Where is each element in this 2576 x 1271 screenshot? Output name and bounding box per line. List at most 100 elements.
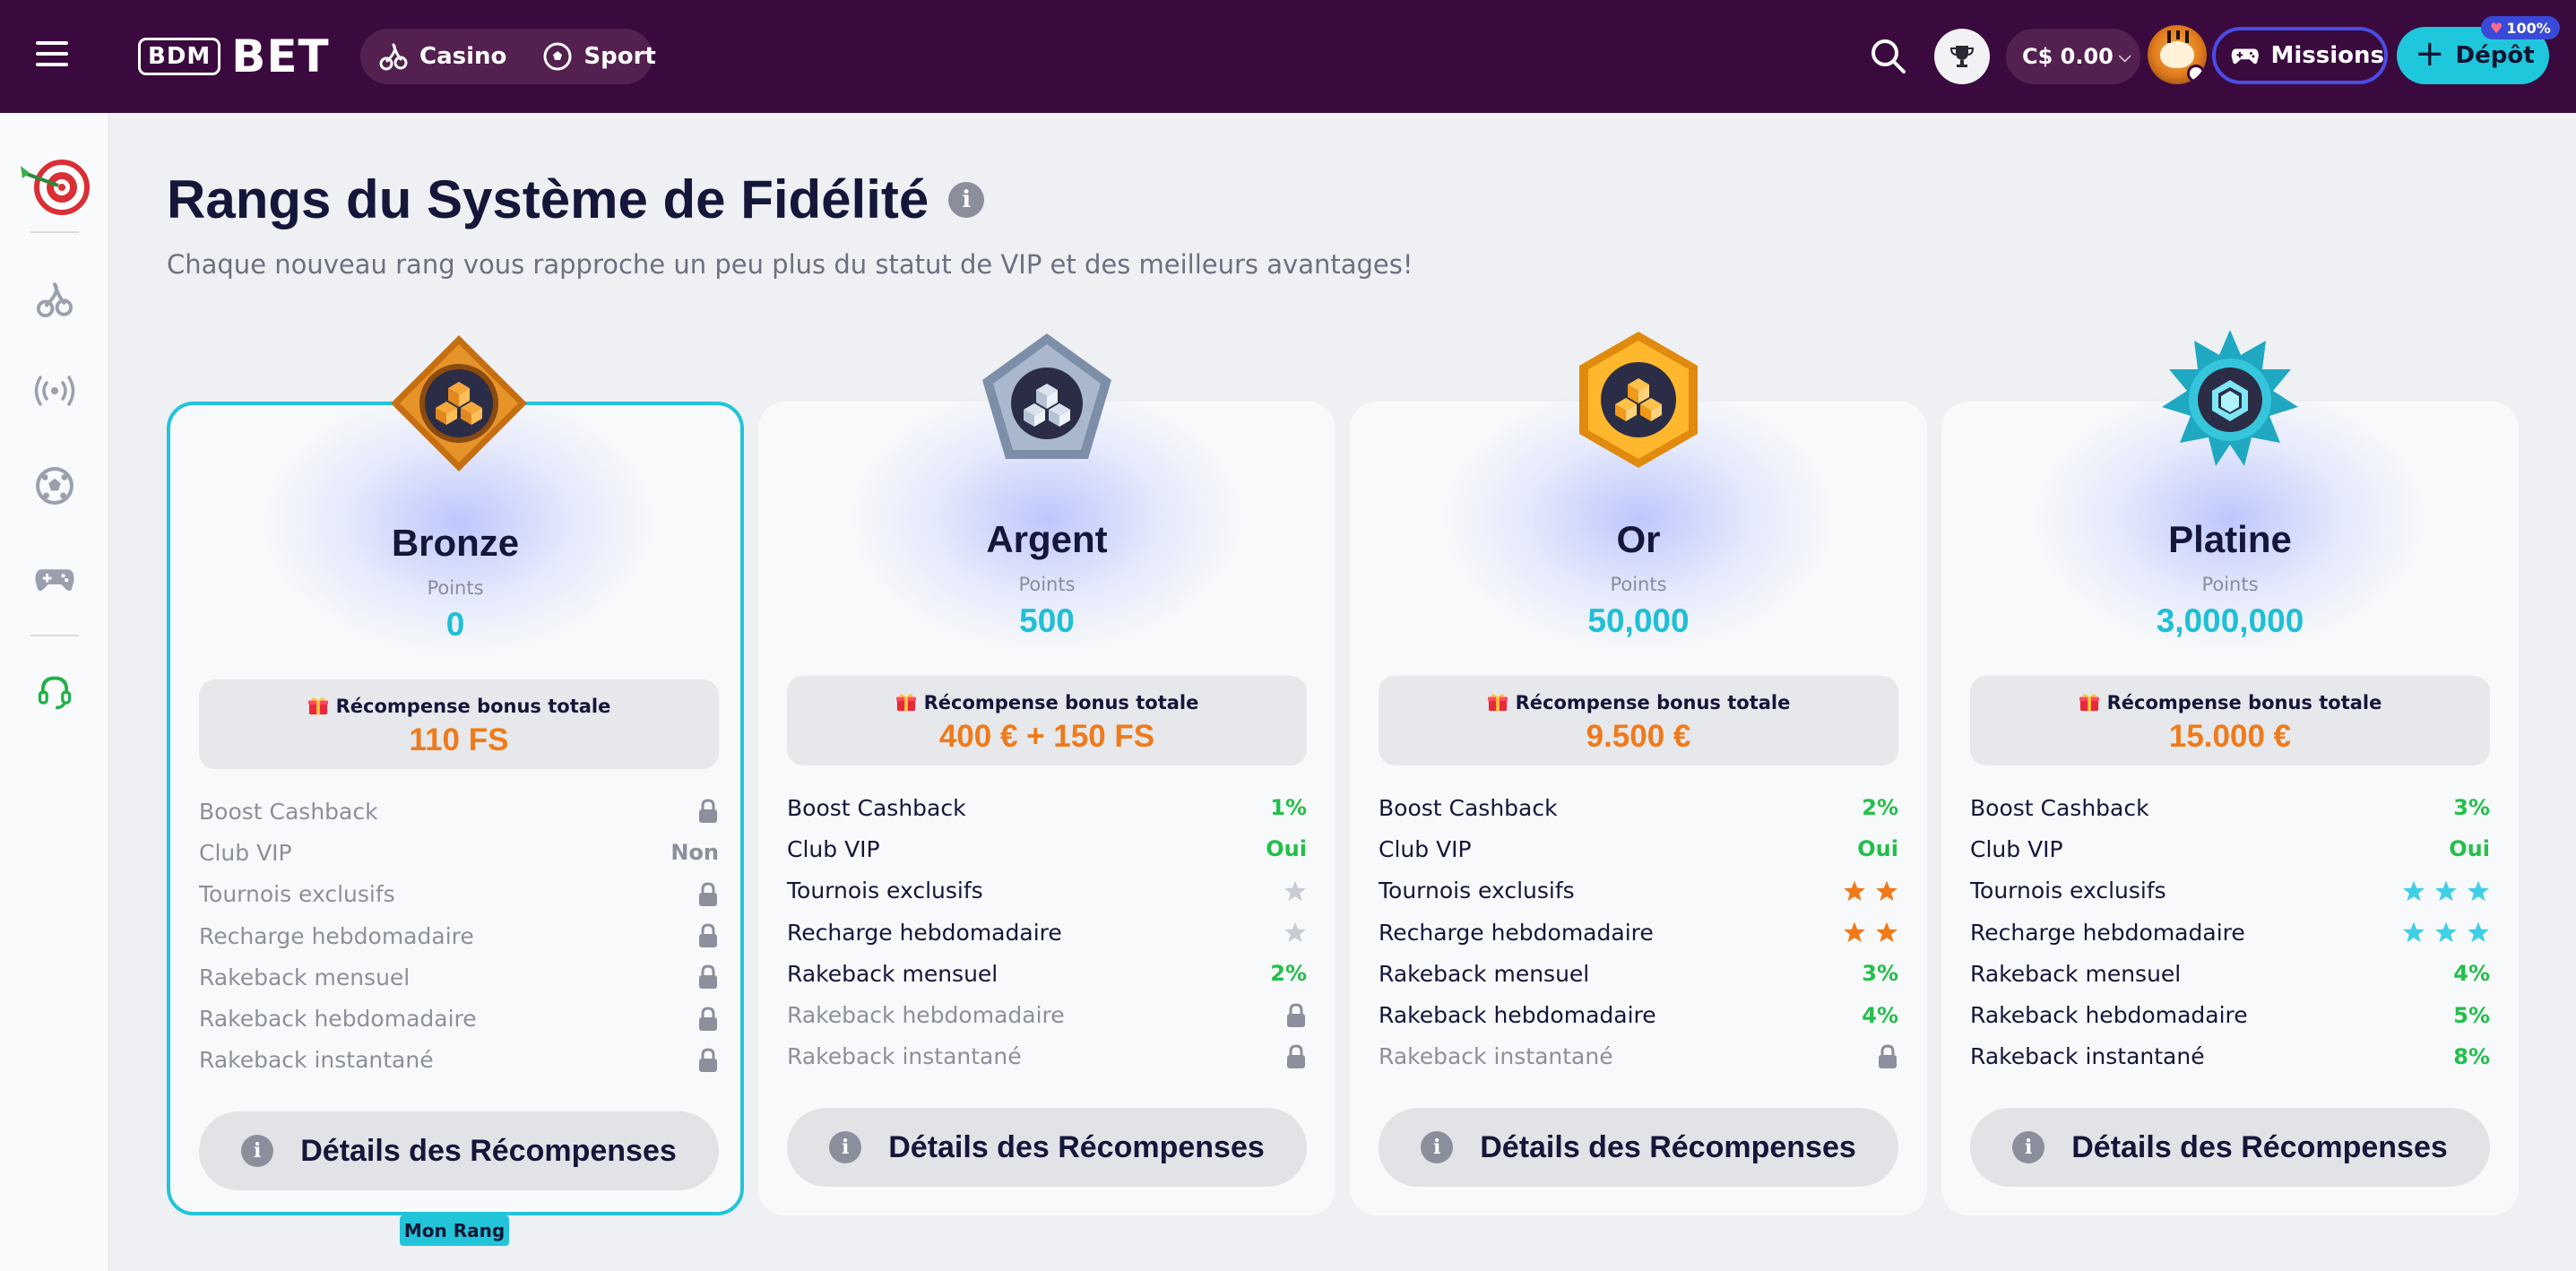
perk-row: Club VIP Non: [199, 832, 719, 873]
perk-value-cell: [2393, 921, 2490, 944]
cherry-icon: [379, 43, 408, 71]
rank-name: Or: [1616, 518, 1661, 560]
bonus-label: Récompense bonus totale: [199, 696, 719, 717]
lock-icon: [1879, 1044, 1897, 1068]
perk-label: Rakeback mensuel: [1970, 960, 2182, 987]
perk-row: Rakeback mensuel 2%: [787, 953, 1307, 994]
perk-row: Tournois exclusifs: [1379, 870, 1898, 912]
brand-logo[interactable]: BDM BET: [138, 30, 330, 82]
info-icon[interactable]: i: [948, 181, 985, 218]
bonus-box: Récompense bonus totale 15.000 €: [1970, 676, 2490, 765]
rank-name: Platine: [2168, 518, 2292, 560]
balance-dropdown[interactable]: C$ 0.00 ⌵: [2006, 29, 2140, 84]
gamepad-icon: [35, 569, 74, 592]
perks-list: Boost Cashback Club VIP Non Tournois exc…: [199, 791, 719, 1081]
lock-icon: [1287, 1044, 1305, 1068]
perk-label: Rakeback hebdomadaire: [199, 1006, 477, 1033]
perk-label: Rakeback instantané: [1970, 1043, 2205, 1070]
perk-value: 4%: [2453, 961, 2490, 987]
perks-list: Boost Cashback 3% Club VIP Oui Tournois …: [1970, 787, 2490, 1077]
plus-icon: +: [2415, 33, 2445, 74]
lock-icon: [699, 882, 717, 906]
perk-row: Tournois exclusifs: [787, 870, 1307, 912]
perk-value-cell: [1285, 1044, 1307, 1069]
reward-details-label: Détails des Récompenses: [888, 1129, 1265, 1164]
reward-details-button[interactable]: i Détails des Récompenses: [1970, 1108, 2490, 1187]
perk-value-cell: Non: [670, 840, 719, 865]
page-title-text: Rangs du Système de Fidélité: [167, 169, 929, 229]
menu-icon[interactable]: [36, 41, 68, 68]
sidebar: [0, 113, 109, 1271]
perk-label: Rakeback instantané: [1379, 1043, 1613, 1070]
search-icon[interactable]: [1866, 34, 1911, 79]
soccer-ball-icon: [543, 42, 572, 71]
sidebar-item-support[interactable]: [0, 656, 109, 728]
perk-row: Club VIP Oui: [1970, 828, 2490, 869]
perk-label: Tournois exclusifs: [1379, 878, 1575, 904]
avatar[interactable]: [2148, 25, 2207, 84]
sidebar-divider: [30, 231, 79, 233]
bonus-value: 9.500 €: [1586, 719, 1691, 754]
perk-row: Rakeback instantané: [787, 1036, 1307, 1077]
sidebar-item-games[interactable]: [0, 543, 109, 615]
sidebar-divider: [30, 635, 79, 636]
perk-value-cell: [697, 964, 719, 990]
reward-details-label: Détails des Récompenses: [2071, 1129, 2448, 1164]
perk-value-cell: [697, 1007, 719, 1032]
perk-row: Club VIP Oui: [787, 828, 1307, 869]
perk-label: Boost Cashback: [787, 794, 966, 821]
perk-row: Recharge hebdomadaire: [199, 915, 719, 956]
sidebar-item-live[interactable]: [0, 355, 109, 427]
perk-value-cell: [1275, 879, 1307, 903]
info-icon: i: [1421, 1131, 1454, 1163]
perk-label: Rakeback hebdomadaire: [787, 1002, 1065, 1029]
perk-value-cell: [697, 1048, 719, 1073]
perk-row: Boost Cashback 2%: [1379, 787, 1898, 828]
gift-icon: [895, 694, 916, 712]
rank-card-bronze: Bronze Points 0 Récompense bonus totale …: [167, 335, 744, 1215]
reward-details-button[interactable]: i Détails des Récompenses: [787, 1108, 1307, 1187]
perks-list: Boost Cashback 1% Club VIP Oui Tournois …: [787, 787, 1307, 1077]
perk-value: 5%: [2453, 1002, 2490, 1028]
nav-sport[interactable]: Sport: [542, 41, 656, 72]
deposit-bonus-badge: ♥ 100%: [2481, 16, 2560, 39]
logo-box-text: BDM: [138, 38, 221, 75]
perk-value: 1%: [1270, 795, 1307, 821]
points-label: Points: [1018, 574, 1076, 595]
perk-value: 8%: [2453, 1043, 2490, 1069]
reward-details-button[interactable]: i Détails des Récompenses: [199, 1111, 719, 1190]
sidebar-item-sport[interactable]: [0, 450, 109, 522]
nav-casino-label: Casino: [419, 43, 507, 70]
perk-value-cell: [2393, 879, 2490, 903]
top-header: BDM BET Casino Sport C$ 0.: [0, 0, 2576, 113]
reward-details-label: Détails des Récompenses: [1480, 1129, 1856, 1164]
perk-row: Rakeback instantané 8%: [1970, 1036, 2490, 1077]
sidebar-item-casino[interactable]: [0, 264, 109, 335]
perk-value-cell: 2%: [1270, 961, 1307, 986]
star-icon: [1844, 880, 1865, 901]
lock-icon: [699, 1007, 717, 1031]
sidebar-item-loyalty[interactable]: [0, 150, 109, 221]
chevron-down-icon: ⌵: [2118, 47, 2131, 66]
gamepad-icon: [2231, 48, 2259, 65]
lock-icon: [699, 1048, 717, 1072]
reward-details-label: Détails des Récompenses: [300, 1133, 677, 1168]
reward-details-button[interactable]: i Détails des Récompenses: [1379, 1108, 1898, 1187]
bonus-label: Récompense bonus totale: [1970, 692, 2490, 713]
missions-button[interactable]: Missions: [2212, 27, 2388, 84]
perk-value-cell: 4%: [1862, 1003, 1898, 1028]
trophy-button[interactable]: [1934, 29, 1990, 84]
perk-value-cell: [1285, 1003, 1307, 1028]
perk-label: Boost Cashback: [199, 798, 378, 825]
star-icon: [1844, 921, 1865, 943]
perk-row: Boost Cashback 3%: [1970, 787, 2490, 828]
perk-value: Oui: [2449, 836, 2490, 862]
perk-row: Rakeback instantané: [1379, 1036, 1898, 1077]
perk-label: Club VIP: [1379, 835, 1472, 862]
perk-row: Rakeback mensuel 4%: [1970, 953, 2490, 994]
current-rank-badge: Mon Rang: [400, 1215, 509, 1246]
nav-casino[interactable]: Casino: [378, 41, 506, 72]
points-label: Points: [2201, 574, 2259, 595]
perk-label: Boost Cashback: [1379, 794, 1558, 821]
points-value: 50,000: [1587, 602, 1690, 639]
